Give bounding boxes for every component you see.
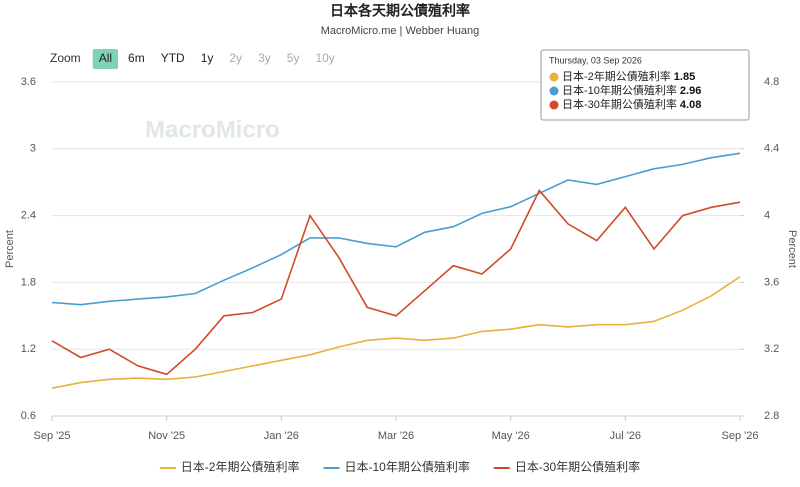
range-button[interactable]: All (99, 51, 112, 65)
y2-tick-label: 4.8 (764, 76, 779, 88)
x-tick-label: May '26 (492, 430, 530, 442)
y-tick-label: 1.8 (21, 276, 36, 288)
legend-item[interactable]: 日本-2年期公債殖利率 (159, 459, 300, 474)
tooltip-series-name: 日本-10年期公債殖利率 (562, 83, 677, 97)
legend-label: 日本-2年期公債殖利率 (181, 459, 300, 474)
series-line (51, 276, 741, 389)
y2-tick-label: 3.2 (764, 343, 779, 355)
y-tick-label: 0.6 (21, 410, 36, 422)
tooltip-value: 4.08 (680, 99, 701, 111)
range-button[interactable]: 5y (287, 51, 300, 65)
zoom-label: Zoom (50, 51, 81, 65)
y2-tick-label: 4.4 (764, 143, 779, 155)
tooltip-date: Thursday, 03 Sep 2026 (549, 55, 642, 65)
watermark: MacroMicro (145, 116, 280, 143)
x-tick-label: Sep '26 (722, 430, 759, 442)
range-button[interactable]: 3y (258, 51, 271, 65)
legend-item[interactable]: 日本-10年期公債殖利率 (323, 459, 470, 474)
y2-axis-label: Percent (786, 230, 798, 268)
x-tick-label: Sep '25 (34, 430, 71, 442)
tooltip-box (540, 49, 750, 121)
y-tick-label: 3.6 (21, 76, 36, 88)
y-axis-label: Percent (4, 230, 16, 268)
range-button[interactable]: 2y (229, 51, 242, 65)
range-button[interactable]: YTD (161, 51, 185, 65)
legend-label: 日本-30年期公債殖利率 (515, 459, 640, 474)
tooltip-value: 2.96 (680, 85, 701, 97)
y-tick-label: 1.2 (21, 343, 36, 355)
x-tick-label: Nov '25 (148, 430, 185, 442)
tooltip-dot (549, 86, 559, 96)
series-line (51, 152, 741, 306)
chart-title: 日本各天期公債殖利率 (330, 3, 470, 19)
tooltip-dot (549, 100, 559, 110)
tooltip-dot (549, 72, 559, 82)
tooltip-series-name: 日本-30年期公債殖利率 (562, 97, 677, 111)
y-tick-label: 3 (30, 143, 36, 155)
range-button[interactable]: 10y (315, 51, 334, 65)
y2-tick-label: 3.6 (764, 276, 779, 288)
tooltip-value: 1.85 (674, 71, 695, 83)
y-tick-label: 2.4 (21, 210, 36, 222)
range-button-active[interactable] (92, 49, 119, 69)
range-button[interactable]: 1y (201, 51, 214, 65)
legend-label: 日本-10年期公債殖利率 (344, 459, 469, 474)
legend-item[interactable]: 日本-30年期公債殖利率 (493, 459, 640, 474)
tooltip-series-name: 日本-2年期公債殖利率 (562, 69, 671, 83)
x-tick-label: Mar '26 (378, 430, 414, 442)
y2-tick-label: 2.8 (764, 410, 779, 422)
x-tick-label: Jan '26 (264, 430, 299, 442)
chart-subtitle: MacroMicro.me | Webber Huang (321, 25, 480, 37)
x-tick-label: Jul '26 (610, 430, 641, 442)
series-line (51, 189, 741, 376)
range-button[interactable]: 6m (128, 51, 145, 65)
y2-tick-label: 4 (764, 210, 770, 222)
